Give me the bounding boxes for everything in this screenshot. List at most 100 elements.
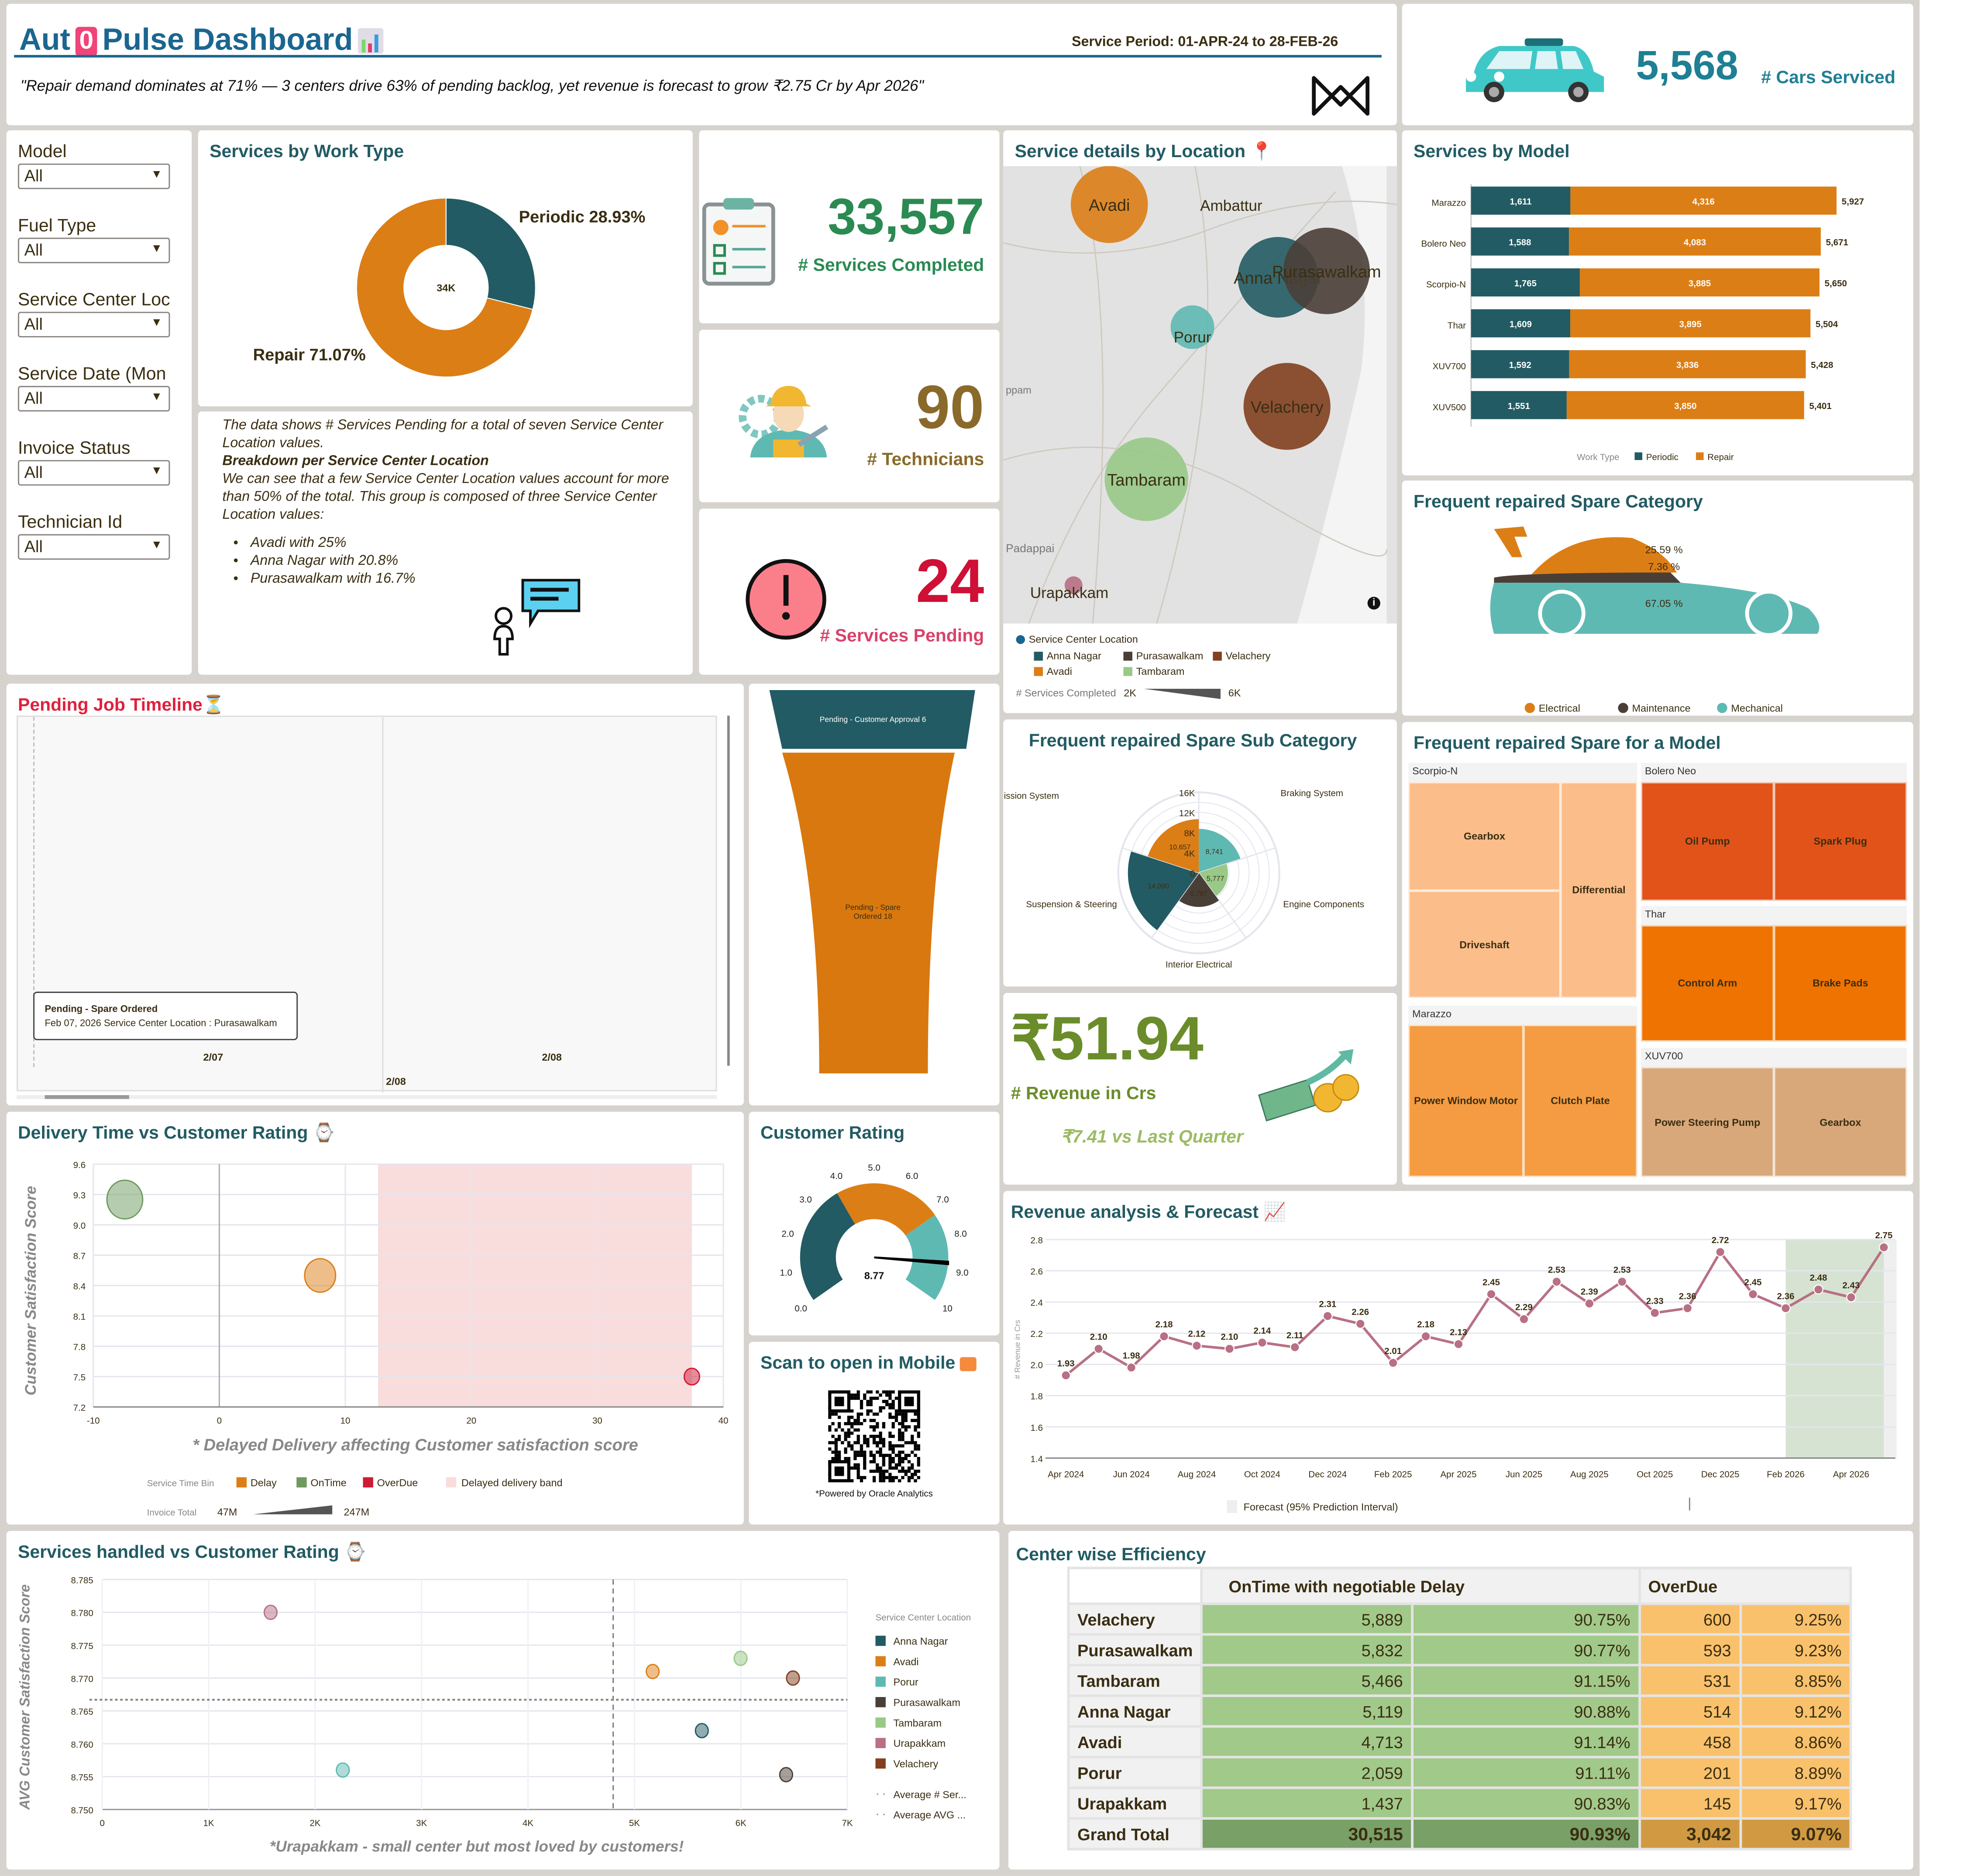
donut-slice-repair[interactable] [356,197,533,378]
legend-title: Service Time Bin [147,1478,214,1488]
panel-title: Customer Rating [760,1122,905,1143]
data-point[interactable] [1224,1343,1235,1354]
data-point[interactable] [1584,1299,1595,1309]
treemap-cell[interactable]: Driveshaft [1408,890,1561,998]
map-bubble-urapakkam[interactable] [1064,576,1083,594]
data-point[interactable] [1257,1337,1267,1348]
point-purasawalkam[interactable] [779,1767,793,1783]
car-segment-electrical[interactable] [1530,537,1677,577]
services-pending-value: 24 [916,548,984,616]
data-point[interactable] [1126,1362,1137,1373]
point-anna-nagar[interactable] [695,1723,709,1739]
treemap-cell[interactable]: Spark Plug [1774,782,1907,901]
data-point[interactable] [1781,1303,1791,1313]
bubble-ontime[interactable] [106,1179,144,1220]
qr-module [907,1460,911,1464]
data-point[interactable] [1486,1289,1496,1299]
data-point[interactable] [1420,1331,1431,1341]
timeline-canvas[interactable]: Pending - Spare Ordered Feb 07, 2026 Ser… [17,715,717,1093]
map-bubble-purasawalkam[interactable] [1283,227,1370,314]
donut-slice-periodic[interactable] [445,197,536,310]
map-bubble-tambaram[interactable] [1104,437,1188,521]
data-point[interactable] [1388,1357,1398,1368]
data-point[interactable] [1813,1284,1823,1295]
bubble-delay[interactable] [304,1258,337,1293]
data-point[interactable] [1355,1319,1365,1329]
data-point[interactable] [1715,1247,1726,1257]
bar-periodic[interactable] [1471,391,1567,419]
data-point[interactable] [1159,1331,1169,1341]
bar-repair[interactable] [1569,227,1821,256]
column-header: OnTime with negotiable Delay [1200,1567,1641,1605]
data-point[interactable] [1519,1314,1529,1324]
bar-periodic[interactable] [1471,350,1569,378]
map-bubble-porur[interactable] [1170,305,1214,349]
treemap-cell[interactable]: Power Steering Pump [1641,1067,1774,1177]
point-tambaram[interactable] [733,1650,748,1666]
funnel-stage-spare-ordered[interactable] [782,752,955,1074]
polar-sector-interior-electrical[interactable] [1179,873,1219,907]
info-icon[interactable]: i [1367,597,1380,610]
filter-dropdown[interactable]: All ▼ [17,163,170,189]
point-avadi[interactable] [645,1663,660,1679]
table-header-row: OnTime with negotiable Delay OverDue [1067,1567,1852,1605]
point-urapakkam[interactable] [263,1605,278,1620]
data-point[interactable] [1846,1292,1856,1302]
funnel-stage-customer-approval[interactable] [769,690,975,749]
data-point[interactable] [1094,1343,1104,1354]
customer-rating-panel: Customer Rating 0.0 1.0 2.0 3.0 4.0 5.0 6.0 7.0… [749,1112,1000,1336]
data-point[interactable] [1192,1340,1202,1351]
polar-sector-engine-components[interactable] [1199,864,1228,897]
data-point[interactable] [1453,1339,1464,1349]
bar-repair[interactable] [1566,391,1804,419]
bar-periodic[interactable] [1471,186,1571,215]
polar-sector-braking-system[interactable] [1199,828,1241,873]
qr-module [856,1416,860,1419]
bar-periodic[interactable] [1471,227,1569,256]
filter-dropdown[interactable]: All ▼ [17,460,170,486]
vertical-scrollbar[interactable] [727,715,730,1066]
data-point[interactable] [1290,1342,1300,1353]
qr-code[interactable] [828,1390,920,1483]
size-legend-wedge [253,1505,333,1515]
treemap-cell[interactable]: Power Window Motor [1408,1025,1524,1177]
qr-module [894,1419,898,1422]
filter-dropdown[interactable]: All ▼ [17,386,170,412]
bar-periodic[interactable] [1471,309,1571,337]
bar-repair[interactable] [1580,268,1819,297]
bar-repair[interactable] [1569,350,1806,378]
horizontal-scrollbar[interactable] [17,1095,717,1099]
point-velachery[interactable] [786,1670,800,1686]
bubble-overdue[interactable] [683,1367,700,1386]
treemap-cell[interactable]: Gearbox [1774,1067,1907,1177]
bar-periodic[interactable] [1471,268,1580,297]
scrollbar-thumb[interactable] [45,1095,129,1099]
data-point[interactable] [1748,1289,1758,1299]
point-porur[interactable] [336,1762,350,1778]
data-point[interactable] [1322,1311,1333,1321]
polar-sector-suspension-steering[interactable] [1128,851,1199,931]
bar-repair[interactable] [1570,186,1837,215]
legend-label: Electrical [1539,703,1580,714]
data-point[interactable] [1650,1308,1660,1318]
data-point[interactable] [1551,1277,1562,1287]
data-point[interactable] [1879,1242,1889,1253]
filter-dropdown[interactable]: All ▼ [17,312,170,337]
map-bubble-velachery[interactable] [1243,363,1331,450]
filter-dropdown[interactable]: All ▼ [17,534,170,560]
treemap-cell[interactable]: Clutch Plate [1523,1025,1637,1177]
treemap-cell[interactable]: Brake Pads [1774,925,1907,1042]
polar-sector-transmission-system[interactable] [1148,819,1199,873]
data-point[interactable] [1061,1370,1071,1381]
car-segment-maintenance[interactable] [1494,572,1681,583]
data-point[interactable] [1682,1303,1693,1313]
bar-repair[interactable] [1570,309,1811,337]
map-bubble-avadi[interactable] [1070,166,1148,243]
filter-dropdown[interactable]: All ▼ [17,237,170,264]
treemap-cell[interactable]: Differential [1560,782,1637,998]
treemap-cell[interactable]: Gearbox [1408,782,1561,891]
treemap-cell[interactable]: Control Arm [1641,925,1774,1042]
data-point[interactable] [1617,1277,1627,1287]
treemap-cell[interactable]: Oil Pump [1641,782,1774,901]
